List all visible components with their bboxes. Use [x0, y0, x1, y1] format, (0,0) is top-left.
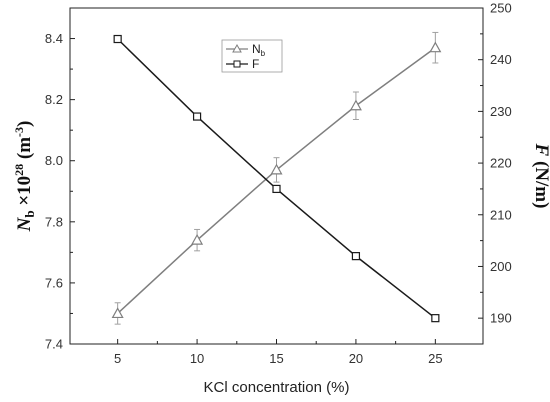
- right-y-title-italic: F: [531, 143, 550, 157]
- left-y-tick-label: 7.8: [45, 214, 63, 229]
- right-y-title-rest: (N/m): [531, 156, 550, 208]
- right-y-tick-label: 240: [490, 52, 512, 67]
- series-layer: [111, 31, 442, 325]
- legend-label: F: [252, 57, 259, 71]
- right-y-tick-label: 200: [490, 259, 512, 274]
- right-y-tick-label: 230: [490, 104, 512, 119]
- data-point: [192, 112, 202, 121]
- data-point: [272, 184, 281, 194]
- right-y-tick-label: 190: [490, 311, 512, 326]
- left-y-tick-label: 8.0: [45, 153, 63, 168]
- left-y-title-unit-sup: -3: [12, 127, 26, 137]
- left-y-tick-label: 7.4: [45, 337, 63, 352]
- data-point: [191, 233, 204, 245]
- series-square: [113, 34, 440, 323]
- left-y-axis-title: Nb ×1028 (m-3): [12, 121, 37, 233]
- x-tick-label: 10: [190, 351, 204, 366]
- left-y-title-sub: b: [22, 210, 37, 217]
- data-point: [431, 314, 440, 323]
- right-y-axis: 190 200 210 220 230 240 250: [478, 1, 512, 326]
- left-y-tick-label: 7.6: [45, 275, 63, 290]
- left-y-tick-label: 8.2: [45, 92, 63, 107]
- x-axis-title: KCl concentration (%): [204, 379, 350, 396]
- left-y-axis: 7.4 7.6 7.8 8.0 8.2 8.4: [45, 31, 75, 352]
- data-point: [111, 307, 124, 319]
- x-tick-label: 20: [349, 351, 363, 366]
- x-axis: 5 10 15 20 25: [114, 339, 443, 366]
- legend: NbF: [221, 39, 283, 73]
- legend-box: [221, 39, 283, 73]
- legend-entry: F: [226, 57, 259, 71]
- data-point: [270, 163, 283, 175]
- x-tick-label: 25: [428, 351, 442, 366]
- left-y-tick-label: 8.4: [45, 31, 63, 46]
- right-y-tick-label: 220: [490, 156, 512, 171]
- left-y-title-sup: 28: [12, 164, 26, 176]
- x-tick-label: 15: [269, 351, 283, 366]
- legend-marker: [232, 43, 242, 53]
- data-point: [113, 34, 122, 44]
- left-y-title-unit-close: ): [14, 121, 35, 127]
- series-triangle: [111, 31, 442, 325]
- data-point: [351, 252, 361, 261]
- right-y-axis-title: F (N/m): [531, 143, 550, 209]
- data-point: [429, 41, 442, 53]
- left-y-title-mid: ×10: [14, 176, 35, 211]
- x-tick-label: 5: [114, 351, 121, 366]
- right-y-tick-label: 250: [490, 1, 512, 16]
- data-point: [349, 99, 362, 111]
- left-y-title-unit-open: (m: [14, 137, 35, 164]
- right-y-tick-label: 210: [490, 207, 512, 222]
- left-y-title-main: N: [14, 216, 35, 232]
- legend-label-sub: b: [261, 49, 266, 58]
- legend-marker: [233, 60, 241, 68]
